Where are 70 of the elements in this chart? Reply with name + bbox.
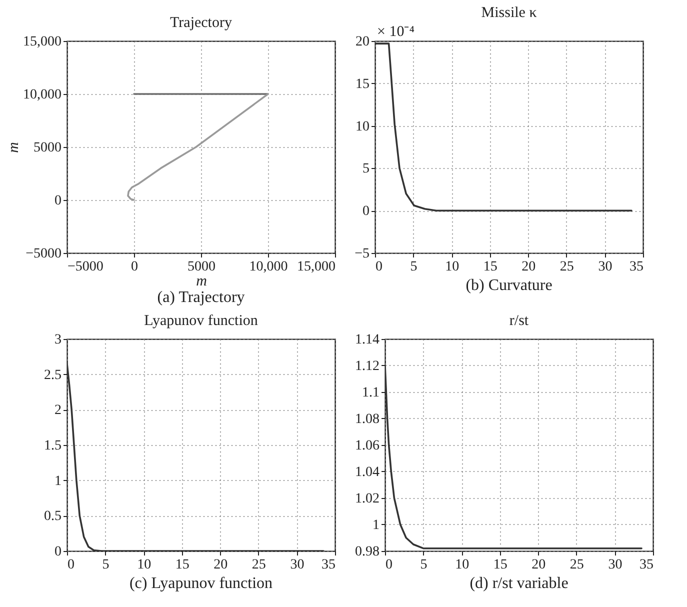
text: (a) Trajectory [157, 289, 245, 306]
y-tick-label: 0.98 [355, 544, 380, 560]
x-tick-label: 20 [214, 558, 228, 572]
line-series [385, 364, 642, 550]
x-tick-label: 10 [455, 558, 470, 572]
y-tick-label: 5000 [34, 140, 62, 156]
y-tick-label: 3 [54, 332, 62, 348]
y-tick-label: 2.5 [44, 368, 62, 383]
y-tick-label: −5000 [26, 246, 62, 262]
x-tick-label: 10,000 [249, 260, 288, 274]
y-tick-label: 15,000 [23, 34, 62, 50]
x-tick-label: 0 [386, 558, 392, 572]
y-tick-label: 20 [356, 34, 370, 50]
chart-title: Missile κ [481, 5, 538, 21]
line-series [127, 93, 269, 201]
y-tick-label: 1.1 [362, 386, 380, 400]
y-tick-label: 0 [54, 194, 62, 208]
x-tick-label: 15 [483, 260, 498, 274]
x-tick-label: 25 [570, 558, 584, 572]
x-tick-label: 35 [630, 260, 644, 274]
y-tick-label: 0.5 [44, 509, 62, 524]
y-tick-label: 5 [362, 162, 370, 177]
x-tick-label: 5 [410, 260, 418, 274]
y-tick-label: 1 [372, 518, 380, 533]
x-tick-label: 0 [131, 260, 138, 274]
y-tick-label: 1.08 [355, 412, 380, 427]
y-tick-label: 10 [356, 119, 370, 134]
chart-title: r/st [509, 313, 530, 329]
x-tick-label: 15 [493, 558, 508, 572]
text: × 10⁻⁴ [377, 24, 414, 40]
y-tick-label: 0 [54, 544, 62, 560]
x-tick-label: 0 [68, 558, 74, 572]
x-tick-label: 5000 [188, 260, 216, 274]
y-tick-label: 15 [356, 76, 370, 92]
y-axis-title: m [6, 142, 22, 153]
x-tick-label: 30 [608, 558, 622, 572]
y-tick-label: 2 [54, 403, 62, 418]
x-tick-label: 35 [322, 558, 336, 572]
y-tick-label: −5 [354, 246, 370, 262]
x-tick-label: 20 [532, 558, 546, 572]
x-tick-label: 25 [560, 260, 574, 274]
line-series [375, 42, 632, 212]
text: (d) r/st variable [470, 575, 568, 592]
y-tick-label: 10,000 [23, 88, 62, 102]
y-tick-label: 1.06 [355, 438, 380, 454]
x-tick-label: 10 [137, 558, 152, 572]
y-tick-label: 1.04 [355, 465, 380, 480]
y-tick-label: 0 [362, 204, 370, 220]
text: (c) Lyapunov function [129, 575, 273, 592]
line-series [67, 362, 324, 551]
x-tick-label: 10 [445, 260, 460, 274]
x-tick-label: 15,000 [297, 260, 336, 274]
x-tick-label: 30 [290, 558, 304, 572]
y-tick-label: 1.12 [355, 359, 380, 374]
x-tick-label: 30 [598, 260, 612, 274]
y-tick-label: 1.5 [44, 438, 62, 454]
chart-title: Lyapunov function [144, 313, 258, 329]
x-tick-label: 5 [102, 558, 110, 572]
x-tick-label: −5000 [68, 260, 104, 274]
y-tick-label: 1 [54, 474, 62, 489]
text: (b) Curvature [466, 277, 552, 294]
x-tick-label: 15 [175, 558, 190, 572]
x-tick-label: 35 [640, 558, 654, 572]
x-tick-label: 25 [252, 558, 266, 572]
y-tick-label: 1.02 [355, 492, 380, 506]
chart-title: Trajectory [170, 15, 232, 31]
x-tick-label: 20 [522, 260, 536, 274]
x-tick-label: 5 [420, 558, 428, 572]
y-tick-label: 1.14 [355, 332, 380, 348]
x-axis-title: m [196, 274, 208, 290]
